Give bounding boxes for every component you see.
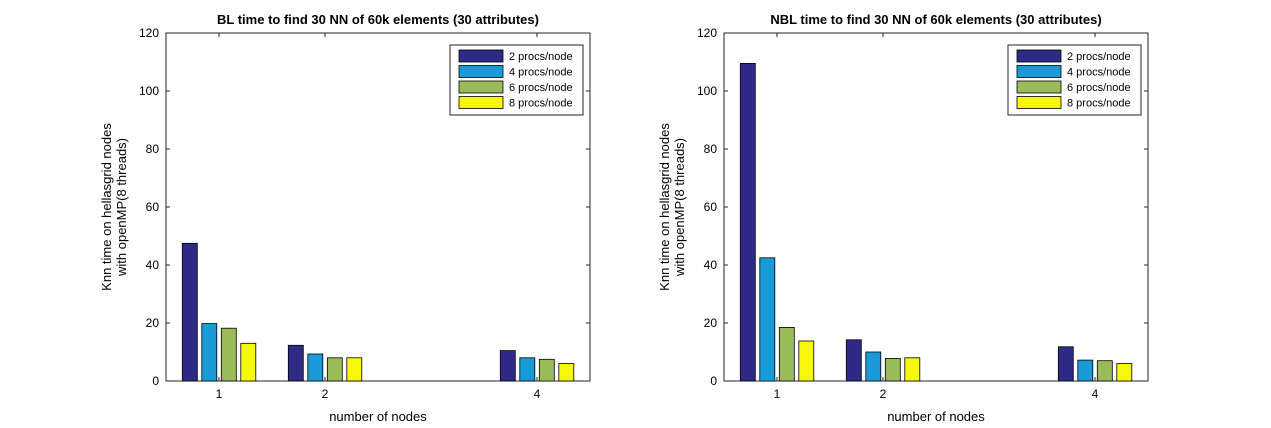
legend-swatch <box>1016 49 1062 63</box>
legend-label: 8 procs/node <box>1067 98 1131 110</box>
bar <box>884 357 901 382</box>
y-tick-label: 60 <box>704 200 718 214</box>
y-axis: 0 20 40 60 80 100 120 <box>139 26 590 388</box>
bars-group <box>181 242 575 382</box>
y-tick-label: 40 <box>146 258 160 272</box>
x-tick-label: 4 <box>534 387 541 401</box>
x-axis: 1 2 4 <box>774 33 1099 401</box>
y-tick-label: 100 <box>139 84 159 98</box>
bar <box>181 242 198 382</box>
x-tick-label: 4 <box>1092 387 1099 401</box>
legend-label: 8 procs/node <box>509 98 573 110</box>
y-tick-label: 60 <box>146 200 160 214</box>
legend-label: 4 procs/node <box>1067 67 1131 79</box>
x-axis: 1 2 4 <box>216 33 541 401</box>
y-tick-label: 120 <box>139 26 159 40</box>
y-tick-label: 0 <box>710 374 717 388</box>
y-axis-label-line-1: Knn time on hellasgrid nodes <box>657 123 672 291</box>
bar <box>538 358 555 382</box>
chart-title: NBL time to find 30 NN of 60k elements (… <box>770 12 1101 27</box>
bar <box>220 327 237 382</box>
legend-swatch <box>458 65 504 78</box>
legend-label: 2 procs/node <box>1067 51 1131 63</box>
legend: 2 procs/node 4 procs/node 6 procs/node 8 pr… <box>449 44 584 116</box>
chart-bl: BL time to find 30 NN of 60k elements (3… <box>99 12 591 424</box>
bar <box>346 357 363 382</box>
y-tick-label: 80 <box>704 142 718 156</box>
y-tick-label: 80 <box>146 142 160 156</box>
bar <box>287 344 304 382</box>
y-axis-label-line-2: with openMP(8 threads) <box>672 138 687 277</box>
legend: 2 procs/node 4 procs/node 6 procs/node 8 pr… <box>1007 44 1142 116</box>
chart-title: BL time to find 30 NN of 60k elements (3… <box>217 12 539 27</box>
x-tick-label: 2 <box>880 387 887 401</box>
y-tick-label: 0 <box>152 374 159 388</box>
x-axis-label: number of nodes <box>329 409 427 424</box>
y-tick-label: 20 <box>146 316 160 330</box>
legend-swatch <box>1016 96 1062 109</box>
legend-label: 2 procs/node <box>509 51 573 63</box>
bar <box>1096 360 1113 382</box>
legend-swatch <box>1016 80 1062 94</box>
bar <box>798 340 815 382</box>
bar <box>201 323 218 382</box>
bar <box>739 63 756 382</box>
bar <box>1077 359 1094 382</box>
x-axis-label: number of nodes <box>887 409 985 424</box>
legend-label: 6 procs/node <box>1067 82 1131 94</box>
y-axis-label-line-1: Knn time on hellasgrid nodes <box>99 123 114 291</box>
bar <box>778 326 795 382</box>
bar <box>1057 346 1074 382</box>
y-tick-label: 40 <box>704 258 718 272</box>
x-tick-label: 1 <box>216 387 223 401</box>
bar <box>1116 363 1133 382</box>
bar <box>759 257 776 382</box>
bar <box>845 339 862 382</box>
bar <box>326 357 343 382</box>
legend-label: 4 procs/node <box>509 67 573 79</box>
x-tick-label: 1 <box>774 387 781 401</box>
y-axis-label-line-2: with openMP(8 threads) <box>114 138 129 277</box>
bar <box>865 351 882 382</box>
x-tick-label: 2 <box>322 387 329 401</box>
legend-swatch <box>458 96 504 109</box>
legend-swatch <box>458 49 504 63</box>
legend-label: 6 procs/node <box>509 82 573 94</box>
bars-group <box>739 63 1133 382</box>
chart-nbl: NBL time to find 30 NN of 60k elements (… <box>657 12 1149 424</box>
bar <box>904 357 921 382</box>
legend-swatch <box>458 80 504 94</box>
bar <box>519 357 536 382</box>
bar <box>240 342 257 382</box>
y-tick-label: 20 <box>704 316 718 330</box>
legend-swatch <box>1016 65 1062 78</box>
y-tick-label: 120 <box>697 26 717 40</box>
bar <box>499 350 516 382</box>
bar <box>307 353 324 382</box>
y-axis: 0 20 40 60 80 100 120 <box>697 26 1148 388</box>
y-tick-label: 100 <box>697 84 717 98</box>
bar <box>558 363 575 382</box>
